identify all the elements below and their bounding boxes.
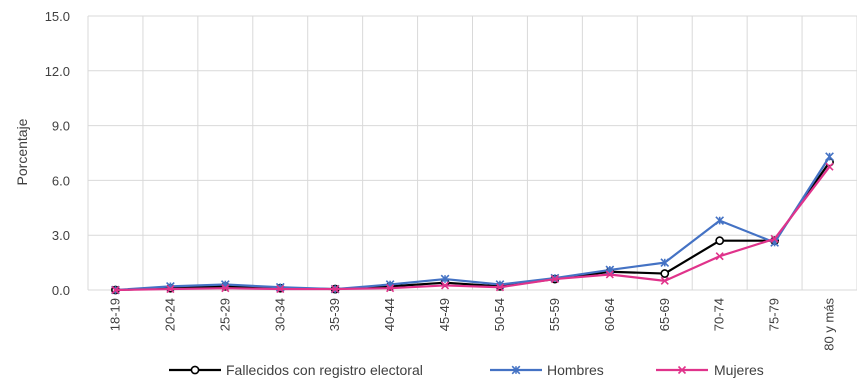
data-point-stroke <box>715 252 724 261</box>
x-tick-label: 75-79 <box>767 298 782 331</box>
data-point <box>605 270 614 279</box>
data-point <box>825 152 834 162</box>
legend-label: Fallecidos con registro electoral <box>226 362 423 378</box>
data-point-stroke <box>550 274 559 284</box>
data-point <box>440 281 450 290</box>
series-2 <box>111 162 834 295</box>
data-point <box>660 276 669 285</box>
data-point-stroke <box>386 284 395 293</box>
data-point <box>386 284 395 293</box>
data-point <box>715 236 725 246</box>
y-tick-label: 6.0 <box>52 173 70 188</box>
series-line <box>115 161 831 292</box>
data-point <box>677 365 687 375</box>
data-point-stroke <box>331 285 340 294</box>
data-point <box>511 365 521 375</box>
data-point-stroke <box>495 283 505 292</box>
x-axis-tick-labels: 18-19 20-24 25-29 30-34 35-39 40-44 45-49 50-54… <box>107 298 836 351</box>
series-line <box>115 166 831 292</box>
x-tick-label: 50-54 <box>492 298 507 331</box>
data-point <box>111 285 120 295</box>
legend: Fallecidos con registro electoral Hombres… <box>169 362 764 378</box>
data-point-stroke <box>440 281 450 290</box>
data-point <box>166 285 175 294</box>
data-point <box>660 258 670 267</box>
data-point <box>190 365 200 375</box>
data-point-stroke <box>677 365 687 375</box>
data-point <box>825 162 834 171</box>
y-axis-label: Porcentaje <box>14 118 30 185</box>
data-point-stroke <box>605 270 614 279</box>
data-point <box>770 234 779 243</box>
series-lines <box>111 152 834 295</box>
legend-label: Hombres <box>547 362 604 378</box>
data-point <box>715 252 724 261</box>
x-tick-label: 65-69 <box>657 298 672 331</box>
legend-item: Mujeres <box>656 362 764 378</box>
legend-item: Hombres <box>490 362 604 378</box>
x-tick-label: 30-34 <box>272 298 287 331</box>
data-point <box>221 284 230 293</box>
data-point <box>550 274 559 284</box>
x-tick-label: 25-29 <box>217 298 232 331</box>
x-tick-label: 55-59 <box>547 298 562 331</box>
data-point-stroke <box>770 234 779 243</box>
x-tick-label: 60-64 <box>602 298 617 331</box>
data-point <box>495 283 505 292</box>
data-point-stroke <box>166 285 175 294</box>
data-point <box>276 285 285 294</box>
data-point <box>660 269 670 278</box>
legend-item: Fallecidos con registro electoral <box>169 362 423 378</box>
grid-lines <box>87 15 857 291</box>
data-point-stroke <box>111 285 120 295</box>
y-tick-label: 12.0 <box>45 64 70 79</box>
data-point-stroke <box>825 162 834 171</box>
x-tick-label: 70-74 <box>712 298 727 331</box>
y-tick-label: 0.0 <box>52 283 70 298</box>
x-tick-label: 40-44 <box>382 298 397 331</box>
x-tick-label: 35-39 <box>327 298 342 331</box>
y-tick-label: 9.0 <box>52 119 70 134</box>
y-tick-label: 15.0 <box>45 9 70 24</box>
x-tick-label: 18-19 <box>107 298 122 331</box>
data-point <box>440 274 450 284</box>
data-point <box>331 285 340 294</box>
data-point <box>715 216 725 225</box>
legend-label: Mujeres <box>714 362 764 378</box>
data-point-stroke <box>276 285 285 294</box>
y-axis-tick-labels: 0.0 3.0 6.0 9.0 12.0 15.0 <box>45 9 70 298</box>
data-point-stroke <box>660 276 669 285</box>
x-tick-label: 45-49 <box>437 298 452 331</box>
x-tick-label: 80 y más <box>822 298 837 351</box>
series-line <box>115 156 831 292</box>
x-tick-label: 20-24 <box>162 298 177 331</box>
y-tick-label: 3.0 <box>52 228 70 243</box>
data-point-stroke <box>221 284 230 293</box>
